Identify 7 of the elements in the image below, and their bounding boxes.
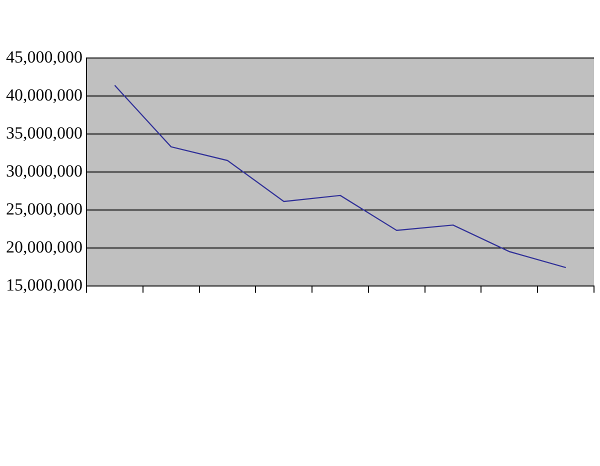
y-tick-label: 30,000,000	[6, 161, 82, 180]
y-tick-label: 20,000,000	[6, 237, 82, 256]
y-tick-label: 15,000,000	[6, 275, 82, 294]
y-tick-label: 25,000,000	[6, 199, 82, 218]
y-tick-label: 45,000,000	[6, 47, 82, 66]
y-tick-label: 35,000,000	[6, 123, 82, 142]
y-tick-label: 40,000,000	[6, 85, 82, 104]
